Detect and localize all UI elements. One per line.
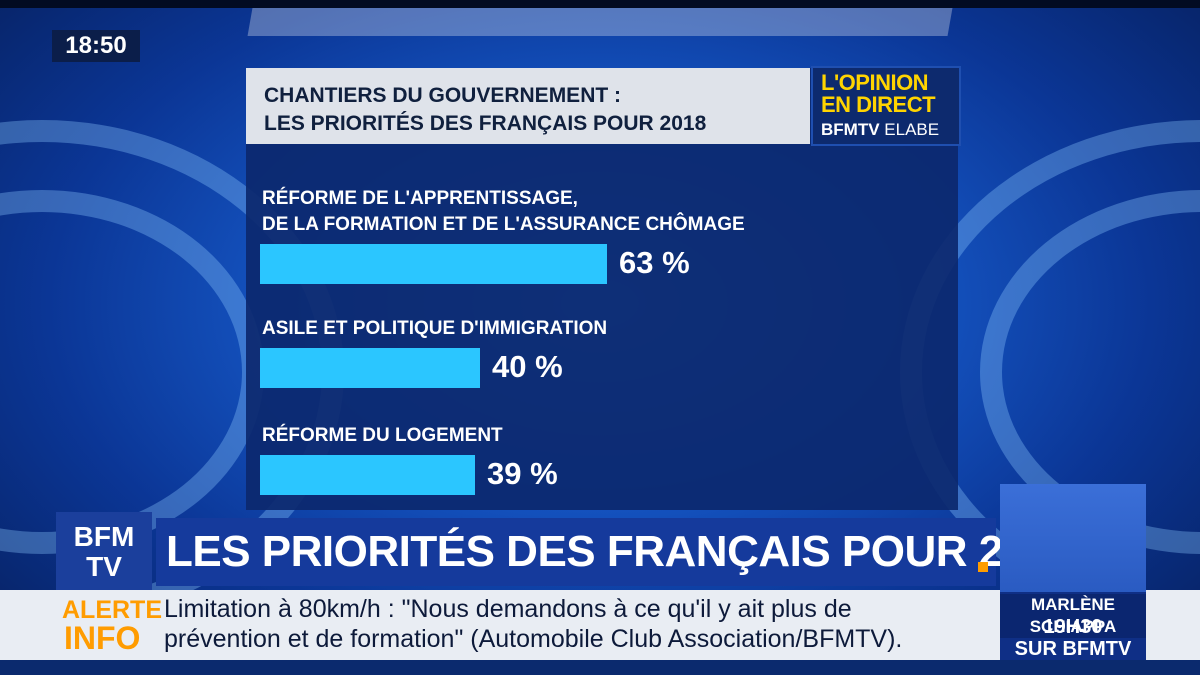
guest-promo: MARLÈNE SCHIAPPA 19H30 SUR BFMTV — [1000, 484, 1146, 660]
bar — [260, 244, 607, 284]
opinion-line-2: EN DIRECT — [821, 92, 936, 117]
bar — [260, 455, 475, 495]
category-label: ASILE ET POLITIQUE D'IMMIGRATION — [262, 318, 608, 339]
category-label: RÉFORME DE L'APPRENTISSAGE, — [262, 188, 578, 209]
alert-badge: ALERTE INFO — [58, 594, 162, 656]
opinion-line-1: L'OPINION — [821, 70, 929, 95]
guest-name: MARLÈNE SCHIAPPA — [1000, 594, 1146, 638]
opinion-partner: ELABE — [884, 120, 940, 139]
bar — [260, 348, 480, 388]
ticker-line-2: prévention et de formation" (Automobile … — [164, 625, 903, 653]
bottom-strip — [0, 660, 1200, 675]
ticker-text: Limitation à 80km/h : "Nous demandons à … — [164, 594, 902, 654]
chart-title-line-1: CHANTIERS DU GOUVERNEMENT : — [264, 84, 622, 107]
opinion-brand: BFMTV — [821, 120, 880, 139]
channel-logo: BFM TV — [56, 512, 152, 592]
chart-title-line-2: LES PRIORITÉS DES FRANÇAIS POUR 2018 — [264, 112, 707, 135]
opinion-brand-line: BFMTV ELABE — [821, 120, 939, 140]
channel-logo-text: BFM TV — [56, 512, 152, 592]
headline-accent-dot — [978, 562, 988, 572]
value-label: 39 % — [487, 456, 558, 491]
clock: 18:50 — [52, 30, 140, 62]
guest-photo — [1000, 484, 1146, 592]
chart-title-box — [246, 68, 810, 144]
chart-title: CHANTIERS DU GOUVERNEMENT : LES PRIORITÉ… — [264, 82, 706, 138]
alert-line-1: ALERTE — [62, 596, 162, 624]
category-label: RÉFORME DU LOGEMENT — [262, 425, 503, 446]
ticker-line-1: Limitation à 80km/h : "Nous demandons à … — [164, 595, 852, 623]
headline: LES PRIORITÉS DES FRANÇAIS POUR 2018 — [156, 518, 1075, 586]
value-label: 63 % — [619, 245, 690, 280]
top-edge — [0, 0, 1200, 8]
category-label: DE LA FORMATION ET DE L'ASSURANCE CHÔMAG… — [262, 214, 745, 235]
guest-channel: SUR BFMTV — [1014, 638, 1132, 660]
opinion-badge: L'OPINION EN DIRECT BFMTV ELABE — [811, 66, 961, 146]
value-label: 40 % — [492, 349, 563, 384]
guest-time: 19H30 — [1043, 616, 1103, 638]
alert-line-2: INFO — [64, 620, 141, 656]
